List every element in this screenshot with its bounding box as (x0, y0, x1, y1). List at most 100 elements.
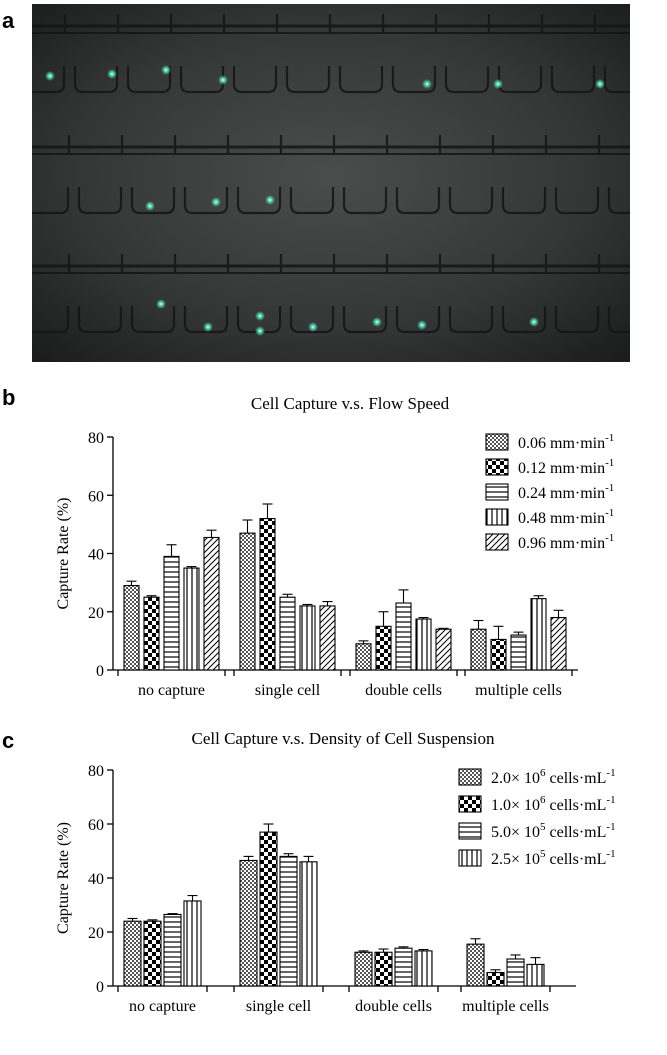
x-category-label: double cells (355, 998, 432, 1015)
legend-label: 0.12 mm·min-1 (518, 457, 614, 477)
legend-label: 1.0× 106 cells·mL-1 (491, 794, 616, 814)
legend-label: 0.06 mm·min-1 (518, 432, 614, 452)
captured-cell (161, 65, 171, 75)
x-category-label: multiple cells (475, 682, 562, 699)
x-category-label: single cell (246, 998, 312, 1015)
legend-label: 5.0× 105 cells·mL-1 (491, 821, 616, 841)
x-category-label: multiple cells (462, 998, 549, 1015)
bar (203, 536, 220, 671)
bar (435, 628, 452, 671)
bar (239, 859, 258, 987)
bar (414, 950, 433, 987)
y-tick-label: 20 (88, 605, 104, 622)
y-tick-label: 40 (88, 547, 104, 564)
bar (354, 951, 373, 987)
bar (319, 605, 336, 671)
legend-swatch (485, 533, 509, 551)
legend-label: 0.96 mm·min-1 (518, 532, 614, 552)
panel-label-a: a (2, 8, 15, 33)
y-tick-label: 0 (96, 663, 104, 680)
bar (123, 920, 142, 987)
bar (143, 920, 162, 987)
legend-swatch (458, 795, 482, 813)
bar (394, 947, 413, 987)
captured-cell (255, 311, 265, 321)
captured-cell (145, 201, 155, 211)
cell-trap-row (32, 187, 630, 215)
bar (163, 913, 182, 987)
bar (123, 584, 140, 671)
bar (375, 625, 392, 671)
y-axis-label: Capture Rate (%) (55, 498, 72, 610)
captured-cell (417, 320, 427, 330)
captured-cell (156, 299, 166, 309)
cell-trap-row (32, 66, 630, 94)
cell-trap-micrograph (32, 4, 630, 362)
bar (526, 963, 545, 987)
panel-label-c: c (2, 728, 15, 753)
bar (279, 596, 296, 671)
chart-flow-speed: Cell Capture v.s. Flow Speed 0 20 40 60 80 Cap… (55, 394, 614, 699)
bar (490, 638, 507, 671)
captured-cell (372, 317, 382, 327)
chart-cell-density: Cell Capture v.s. Density of Cell Suspen… (55, 729, 616, 1015)
captured-cell (529, 317, 539, 327)
bar (143, 596, 160, 671)
captured-cell (211, 197, 221, 207)
bar (415, 618, 432, 671)
legend-swatch (458, 849, 482, 867)
legend-swatch (458, 768, 482, 786)
legend-label: 2.0× 106 cells·mL-1 (491, 767, 616, 787)
x-category-label: double cells (365, 682, 442, 699)
panel-label-b: b (2, 385, 16, 410)
bar (355, 643, 372, 671)
bar (374, 951, 393, 987)
x-category-label: no capture (129, 998, 196, 1015)
captured-cell (255, 326, 265, 336)
legend-swatch (485, 508, 509, 526)
legend-label: 0.48 mm·min-1 (518, 507, 614, 527)
captured-cell (493, 79, 503, 89)
bar (470, 628, 487, 671)
legend-label: 2.5× 105 cells·mL-1 (491, 848, 616, 868)
x-category-label: no capture (138, 682, 205, 699)
legend-swatch (485, 433, 509, 451)
legend-swatch (485, 483, 509, 501)
y-tick-label: 40 (88, 871, 104, 888)
captured-cell (422, 79, 432, 89)
channel-posts (63, 14, 597, 33)
legend-label: 0.24 mm·min-1 (518, 482, 614, 502)
bar (486, 971, 505, 987)
y-axis-label: Capture Rate (%) (55, 822, 72, 934)
channel-structures (32, 14, 630, 334)
y-tick-label: 80 (88, 763, 104, 780)
channel-posts (67, 254, 601, 273)
chart-title: Cell Capture v.s. Flow Speed (251, 394, 450, 413)
legend-swatch (458, 822, 482, 840)
x-category-label: single cell (255, 682, 321, 699)
bar (299, 861, 318, 987)
captured-cell (107, 69, 117, 79)
bar (395, 602, 412, 671)
bar (183, 900, 202, 987)
bar (279, 855, 298, 987)
bar (183, 567, 200, 671)
captured-cell (308, 322, 318, 332)
micrograph-background (32, 4, 630, 362)
bar (466, 943, 485, 987)
bar (239, 532, 256, 671)
y-tick-label: 0 (96, 979, 104, 996)
y-tick-label: 80 (88, 430, 104, 447)
bar (550, 617, 567, 671)
captured-cells (45, 65, 605, 336)
y-tick-label: 20 (88, 925, 104, 942)
bar (299, 605, 316, 671)
bar (506, 958, 525, 987)
captured-cell (203, 322, 213, 332)
bar (163, 555, 180, 671)
captured-cell (45, 71, 55, 81)
bar (510, 634, 527, 671)
captured-cell (218, 75, 228, 85)
y-tick-label: 60 (88, 488, 104, 505)
channel-posts (67, 135, 601, 154)
